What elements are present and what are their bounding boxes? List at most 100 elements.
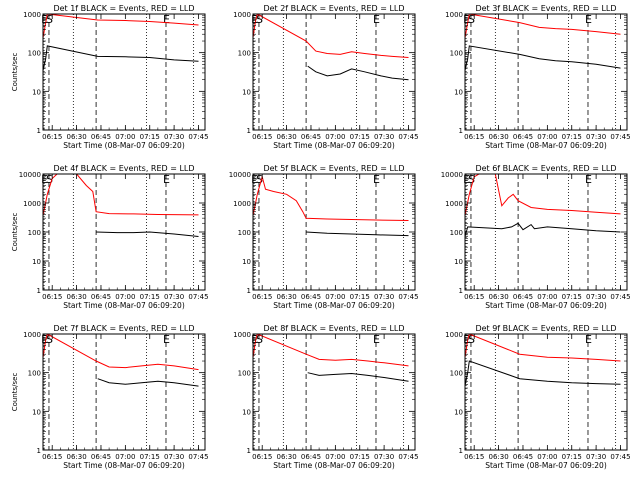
chart-title: Det 3f BLACK = Events, RED = LLD [475,4,616,13]
lld-series-line [43,174,199,219]
x-tick-label: 06:15 [252,133,272,141]
x-axis-label: Start Time (08-Mar-07 06:09:20) [63,461,185,470]
x-tick-label: 06:15 [42,133,62,141]
x-tick-label: 07:00 [325,453,345,461]
marker-label: E [41,333,48,346]
marker-label: E [41,13,48,26]
lld-series-line [253,14,409,58]
x-axis-label: Start Time (08-Mar-07 06:09:20) [63,141,185,150]
x-tick-label: 06:15 [464,133,484,141]
x-tick-label: 07:00 [325,293,345,301]
x-tick-label: 06:45 [91,133,111,141]
y-tick-label: 10 [242,258,251,266]
x-tick-label: 06:30 [488,453,508,461]
x-tick-label: 07:30 [374,293,394,301]
chart-title: Det 8f BLACK = Events, RED = LLD [263,324,404,333]
x-tick-label: 06:45 [301,453,321,461]
x-tick-label: 07:30 [586,453,606,461]
x-tick-label: 07:45 [610,453,630,461]
y-tick-label: 100 [450,370,463,378]
x-tick-label: 07:45 [398,293,418,301]
events-series-line [465,45,621,73]
events-series-line [97,378,199,387]
x-tick-label: 06:30 [66,293,86,301]
chart-title: Det 5f BLACK = Events, RED = LLD [263,164,404,173]
x-tick-label: 07:15 [350,133,370,141]
x-tick-label: 07:00 [537,453,557,461]
x-tick-label: 07:15 [562,133,582,141]
lld-series-line [465,334,621,362]
plot-frame [464,173,628,291]
y-axis-label: Counts/sec [11,53,19,92]
x-axis-label: Start Time (08-Mar-07 06:09:20) [485,141,607,150]
marker-label: S [46,13,53,26]
x-tick-label: 06:45 [91,453,111,461]
marker-label: S [46,173,53,186]
lld-series-line [43,14,199,42]
x-tick-label: 06:45 [513,133,533,141]
chart-title: Det 9f BLACK = Events, RED = LLD [475,324,616,333]
y-tick-label: 10 [454,408,463,416]
y-axis-label: Counts/sec [11,213,19,252]
y-tick-label: 10000 [19,171,41,179]
plot-frame [42,173,206,291]
events-series-line [465,222,621,239]
marker-label: S [46,333,53,346]
x-tick-label: 06:30 [488,133,508,141]
x-tick-label: 07:15 [562,453,582,461]
marker-label: S [256,13,263,26]
x-tick-label: 07:00 [115,133,135,141]
x-tick-label: 07:45 [398,453,418,461]
x-tick-label: 07:30 [164,293,184,301]
x-tick-label: 07:15 [140,293,160,301]
marker-label: E [163,333,170,346]
x-tick-label: 06:30 [488,293,508,301]
y-tick-label: 1 [247,287,251,295]
y-tick-label: 1 [247,127,251,135]
x-tick-label: 07:30 [586,133,606,141]
marker-label: E [373,333,380,346]
chart-title: Det 2f BLACK = Events, RED = LLD [263,4,404,13]
marker-label: E [41,173,48,186]
plot-frame [252,173,416,291]
y-tick-label: 1000 [233,200,251,208]
x-tick-label: 07:15 [350,293,370,301]
chart-title: Det 4f BLACK = Events, RED = LLD [53,164,194,173]
plot-frame [252,13,416,131]
plot-frame [42,13,206,131]
x-tick-label: 07:45 [188,293,208,301]
marker-label: E [585,333,592,346]
marker-label: E [463,333,470,346]
x-tick-label: 07:30 [586,293,606,301]
x-axis-label: Start Time (08-Mar-07 06:09:20) [273,461,395,470]
x-tick-label: 06:30 [276,293,296,301]
x-tick-label: 07:00 [115,293,135,301]
y-tick-label: 1000 [23,11,41,19]
events-series-line [96,231,199,237]
marker-label: E [251,333,258,346]
y-tick-label: 1 [459,447,463,455]
x-tick-label: 07:45 [610,293,630,301]
y-tick-label: 1 [459,127,463,135]
marker-label: S [256,173,263,186]
x-tick-label: 07:00 [115,453,135,461]
events-series-line [306,231,409,237]
x-tick-label: 07:45 [398,133,418,141]
events-series-line [465,360,621,389]
y-tick-label: 10 [242,88,251,96]
y-tick-label: 1000 [233,11,251,19]
lld-series-line [253,174,409,221]
x-tick-label: 06:45 [513,293,533,301]
marker-label: S [468,333,475,346]
x-axis-label: Start Time (08-Mar-07 06:09:20) [273,141,395,150]
x-tick-label: 06:15 [464,293,484,301]
lld-series-line [465,14,621,42]
x-tick-label: 07:00 [325,133,345,141]
marker-label: S [468,173,475,186]
marker-label: E [251,13,258,26]
